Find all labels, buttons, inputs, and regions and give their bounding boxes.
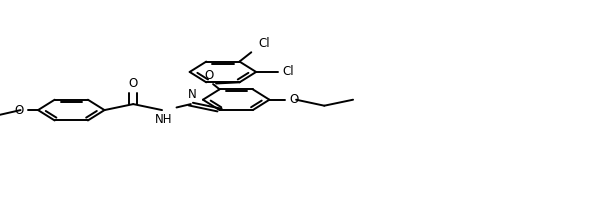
Text: O: O	[289, 93, 298, 106]
Text: O: O	[14, 104, 24, 117]
Text: N: N	[188, 88, 196, 101]
Text: Cl: Cl	[283, 65, 294, 78]
Text: O: O	[129, 77, 138, 90]
Text: NH: NH	[155, 113, 173, 126]
Text: Cl: Cl	[258, 37, 269, 50]
Text: O: O	[205, 69, 214, 82]
